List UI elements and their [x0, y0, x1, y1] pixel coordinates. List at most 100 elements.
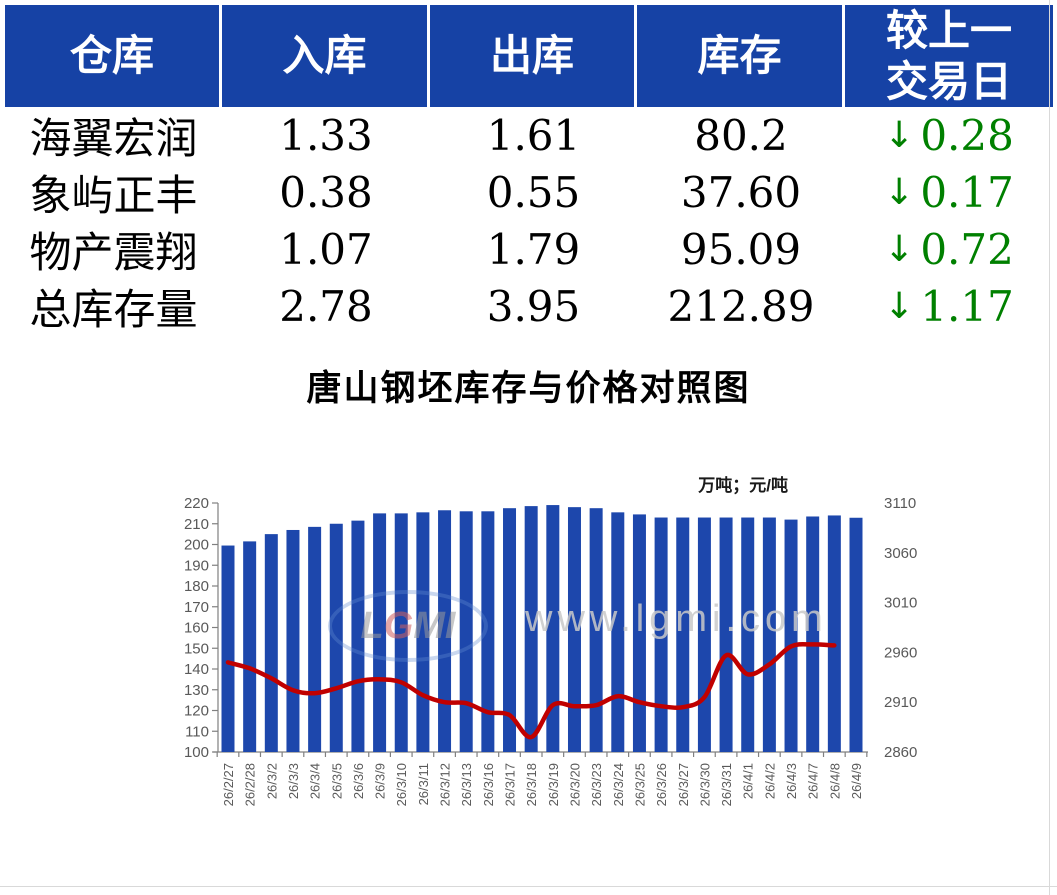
inventory-bar	[849, 517, 863, 752]
inbound-cell: 2.78	[279, 282, 373, 331]
table-row: 象屿正丰 0.38 0.55 37.60 ↓ 0.17	[5, 164, 1053, 221]
change-cell: ↓ 0.17	[845, 164, 1053, 221]
left-tick-label: 130	[184, 682, 209, 699]
left-tick-label: 210	[184, 516, 209, 533]
x-date-label: 26/4/3	[784, 763, 799, 799]
inventory-bar	[243, 541, 257, 752]
down-arrow-icon: ↓	[884, 286, 915, 327]
x-date-label: 26/4/2	[762, 763, 777, 799]
change-cell: ↓ 0.28	[845, 107, 1053, 164]
left-tick-label: 160	[184, 620, 209, 637]
right-tick-label: 3110	[884, 495, 916, 512]
x-date-label: 26/3/5	[329, 763, 344, 799]
stock-cell: 212.89	[667, 282, 815, 331]
header-inbound: 入库	[222, 5, 430, 107]
inventory-bar	[784, 519, 798, 752]
inventory-bar	[416, 512, 430, 752]
left-tick-label: 190	[184, 557, 209, 574]
inventory-bar	[394, 513, 408, 752]
inventory-bar	[697, 517, 711, 752]
inbound-cell: 1.33	[279, 111, 373, 160]
left-tick-label: 140	[184, 661, 209, 678]
left-tick-label: 170	[184, 599, 209, 616]
sheet-right-edge	[1049, 0, 1050, 895]
x-date-label: 26/3/11	[416, 763, 431, 805]
inventory-bar	[503, 508, 517, 752]
right-tick-label: 3010	[884, 595, 917, 612]
inbound-cell: 0.38	[279, 168, 373, 217]
right-tick-label: 2960	[884, 644, 917, 661]
chart-canvas: 万吨；元/吨 220 210 200 190 180 170 160 150 140 130 120 1…	[184, 475, 917, 806]
left-tick-label: 220	[184, 495, 209, 512]
warehouse-name-cell: 物产震翔	[29, 228, 198, 277]
x-date-label: 26/4/8	[827, 763, 842, 799]
x-date-label: 26/3/25	[632, 763, 647, 806]
change-value: 1.17	[920, 282, 1014, 331]
inventory-price-chart: 万吨；元/吨 220 210 200 190 180 170 160 150 140 130 120 1…	[0, 445, 1057, 885]
inventory-bar	[762, 517, 776, 752]
left-tick-label: 200	[184, 537, 209, 554]
right-tick-label: 3060	[884, 545, 917, 562]
header-outbound: 出库	[430, 5, 637, 107]
header-warehouse: 仓库	[5, 5, 222, 107]
x-date-label: 26/3/16	[481, 763, 496, 806]
x-date-label: 26/3/30	[697, 763, 712, 806]
inventory-bar	[286, 529, 300, 752]
left-tick-label: 110	[185, 723, 209, 740]
change-value: 0.17	[920, 168, 1014, 217]
table-row: 海翼宏润 1.33 1.61 80.2 ↓ 0.28	[5, 107, 1053, 164]
x-date-label: 26/3/12	[438, 763, 453, 806]
down-arrow-icon: ↓	[884, 172, 915, 213]
x-date-label: 26/3/27	[676, 763, 691, 806]
inventory-bar	[806, 516, 820, 752]
sheet-bottom-edge	[0, 886, 1057, 887]
warehouse-name-cell: 总库存量	[29, 285, 198, 334]
inventory-bar	[589, 508, 603, 752]
outbound-cell: 1.61	[486, 111, 581, 160]
inventory-bar	[741, 517, 755, 752]
inventory-bar	[459, 511, 473, 752]
inventory-bar	[524, 506, 538, 752]
header-stock: 库存	[637, 5, 845, 107]
stock-cell: 80.2	[694, 111, 788, 160]
table-row: 总库存量 2.78 3.95 212.89 ↓ 1.17	[5, 278, 1053, 335]
x-date-label: 26/2/27	[221, 763, 236, 806]
x-date-label: 26/3/13	[459, 763, 474, 806]
x-date-label: 26/4/7	[806, 763, 821, 799]
x-date-label: 26/3/6	[351, 763, 366, 799]
inventory-bar	[654, 517, 668, 752]
inventory-bar	[611, 512, 625, 752]
inventory-bar	[632, 514, 646, 752]
chart-title: 唐山钢坯库存与价格对照图	[306, 369, 751, 408]
x-date-label: 26/3/17	[503, 763, 518, 806]
x-date-label: 26/3/20	[567, 763, 582, 806]
change-value: 0.72	[920, 225, 1014, 274]
outbound-cell: 3.95	[486, 282, 581, 331]
inventory-bar	[676, 517, 690, 752]
down-arrow-icon: ↓	[884, 229, 915, 270]
inventory-bar	[567, 507, 581, 752]
x-date-label: 26/3/3	[286, 763, 301, 799]
inventory-bar	[264, 534, 278, 752]
inventory-table: 仓库 入库 出库 库存 较上一交易日 海翼宏润 1.33 1.61 80.2 ↓…	[5, 5, 1053, 335]
table-row: 物产震翔 1.07 1.79 95.09 ↓ 0.72	[5, 221, 1053, 278]
x-date-label: 26/3/2	[264, 763, 279, 799]
inventory-bar	[827, 515, 841, 752]
x-date-label: 26/3/23	[589, 763, 604, 806]
inventory-bar	[373, 513, 387, 752]
warehouse-name-cell: 象屿正丰	[29, 171, 198, 220]
outbound-cell: 1.79	[486, 225, 581, 274]
right-tick-label: 2910	[884, 694, 917, 711]
x-date-label: 26/3/31	[719, 763, 734, 806]
header-change: 较上一交易日	[845, 5, 1053, 107]
left-tick-label: 180	[184, 578, 209, 595]
inventory-bar	[546, 505, 560, 752]
left-tick-label: 100	[184, 744, 209, 761]
x-date-label: 26/4/1	[741, 763, 756, 799]
change-cell: ↓ 0.72	[845, 221, 1053, 278]
x-date-label: 26/3/24	[611, 763, 626, 806]
inventory-bar	[719, 517, 733, 752]
units-label: 万吨；元/吨	[697, 475, 788, 495]
stock-cell: 37.60	[680, 168, 802, 217]
